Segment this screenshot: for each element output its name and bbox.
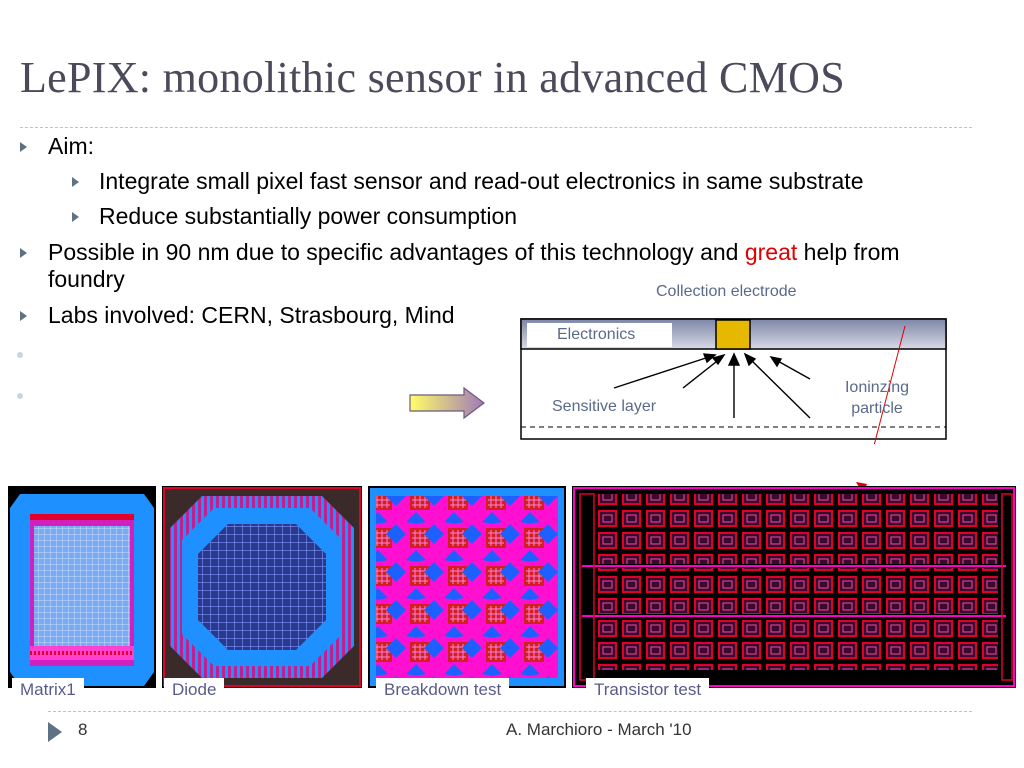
chip-image-matrix1 (8, 486, 156, 688)
label-electronics: Electronics (557, 326, 636, 343)
chip-label-breakdown: Breakdown test (376, 678, 510, 700)
bullet-possible-text: Possible in 90 nm due to specific advant… (48, 239, 745, 265)
bullet-aim: Aim: (48, 133, 94, 159)
bullet-arrow-icon (20, 142, 27, 152)
label-ionizing-particle: Ioninzing particle (840, 377, 914, 419)
chip-image-transistor (572, 486, 1016, 688)
empty-bullet-dot (17, 352, 23, 358)
sub-bullet-integrate: Integrate small pixel fast sensor and re… (99, 168, 864, 194)
highlight-great: great (744, 239, 798, 265)
label-collection-electrode: Collection electrode (656, 283, 797, 300)
chip-label-transistor: Transistor test (586, 678, 710, 700)
label-ionizing-line1: Ioninzing (844, 379, 910, 396)
empty-bullet-dot (17, 393, 23, 399)
bullet-arrow-icon (72, 212, 79, 222)
bullet-possible: Possible in 90 nm due to specific advant… (48, 239, 900, 266)
bullet-arrow-icon (72, 177, 79, 187)
chip-label-matrix1: Matrix1 (12, 678, 84, 700)
bullet-list: Aim: Integrate small pixel fast sensor a… (20, 133, 1010, 333)
bullet-possible-text-end: help from (797, 239, 900, 265)
bullet-labs: Labs involved: CERN, Strasbourg, Mind (48, 302, 455, 328)
label-sensitive-layer: Sensitive layer (552, 398, 657, 415)
footer-arrow-icon (48, 722, 62, 742)
bullet-possible-line2: foundry (48, 266, 125, 292)
slide-title: LePIX: monolithic sensor in advanced CMO… (20, 53, 845, 102)
chip-image-diode (162, 486, 362, 688)
footer-divider (48, 711, 972, 712)
sensor-cross-section (520, 318, 947, 444)
footer-author: A. Marchioro - March '10 (506, 720, 692, 739)
bullet-arrow-icon (20, 311, 27, 321)
block-arrow-icon (409, 386, 485, 420)
bullet-arrow-icon (20, 248, 27, 258)
sub-bullet-power: Reduce substantially power consumption (99, 203, 518, 229)
chip-label-diode: Diode (164, 678, 225, 700)
label-ionizing-line2: particle (851, 400, 903, 417)
page-number: 8 (78, 720, 88, 739)
chip-image-breakdown (368, 486, 566, 688)
title-divider (20, 127, 972, 128)
